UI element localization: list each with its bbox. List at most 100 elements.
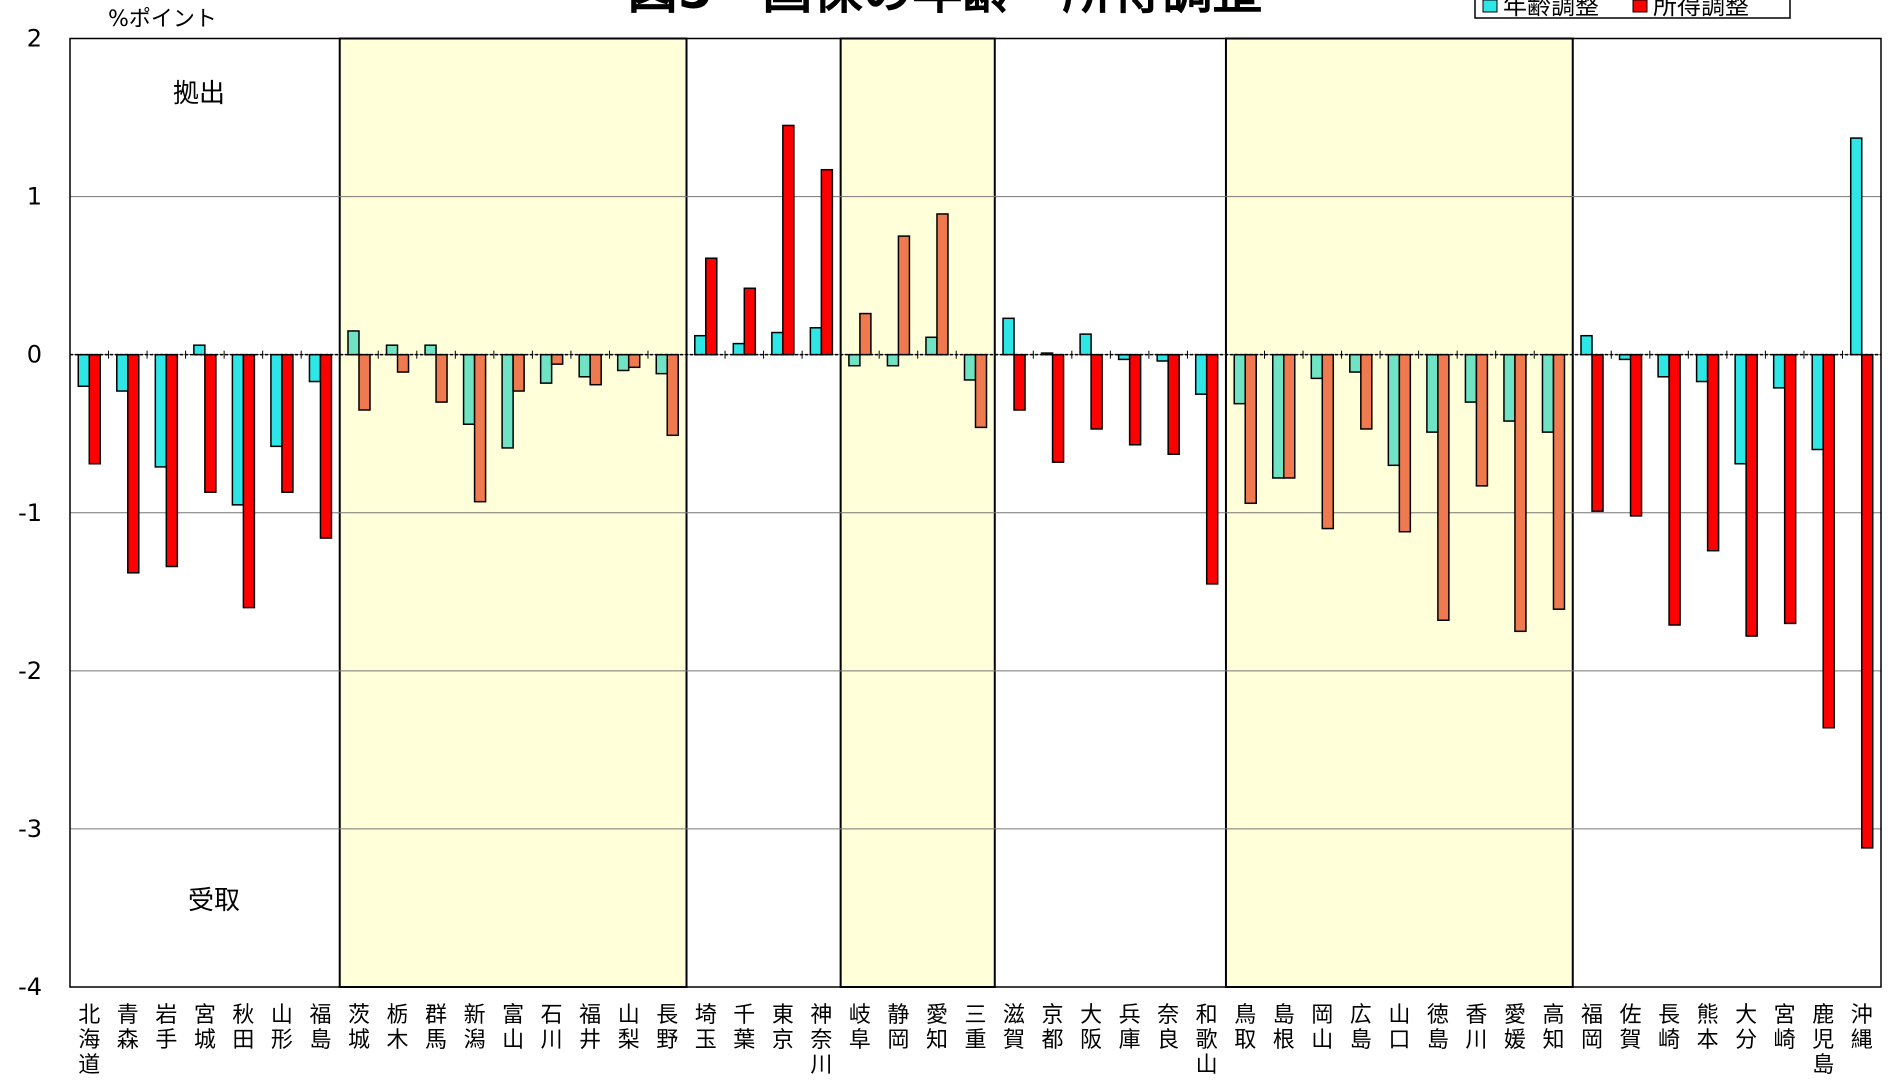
x-tick-label: 愛知 [926, 1003, 948, 1053]
bar [1233, 353, 1246, 405]
x-tick-label: 滋賀 [1003, 1003, 1025, 1053]
bar [1591, 353, 1604, 512]
y-tick-label: -4 [18, 973, 42, 1001]
x-tick-label: 群馬 [425, 1003, 447, 1053]
bar [1310, 353, 1324, 380]
bar [270, 353, 283, 448]
bar [1552, 353, 1566, 610]
legend-swatch [1632, 0, 1648, 13]
bar [809, 327, 823, 356]
bar [1349, 353, 1362, 373]
bar [231, 353, 245, 506]
x-tick-label: 三重 [964, 1003, 986, 1053]
x-tick-label: 岡山 [1311, 1003, 1333, 1053]
x-tick-label: 長崎 [1658, 1003, 1680, 1053]
bar [1657, 353, 1670, 378]
bar [1860, 353, 1874, 849]
x-tick-label: 山形 [271, 1003, 293, 1053]
bar [1426, 353, 1439, 433]
x-tick-label: 青森 [117, 1003, 139, 1053]
bar [1734, 353, 1747, 465]
bar [396, 353, 410, 373]
x-tick-label: 秋田 [232, 1003, 254, 1053]
bar [859, 312, 872, 356]
y-tick-label: 2 [27, 25, 42, 53]
x-tick-label: 山梨 [618, 1003, 640, 1053]
bar [1783, 353, 1797, 625]
bar [771, 331, 784, 356]
x-tick-label: 岐阜 [849, 1003, 871, 1053]
x-tick-label: 石川 [541, 1003, 563, 1053]
bar [308, 353, 322, 383]
bar [512, 353, 525, 392]
bar [1002, 317, 1015, 356]
bar [1387, 353, 1401, 467]
bar [550, 353, 564, 365]
bar [897, 235, 911, 356]
x-tick-label: 宮城 [194, 1003, 216, 1053]
x-tick-label: 奈良 [1157, 1003, 1179, 1053]
x-tick-label: 大分 [1735, 1003, 1757, 1053]
bar [1822, 353, 1835, 729]
x-tick-label: 東京 [772, 1003, 794, 1053]
bar [1360, 353, 1373, 430]
x-tick-label: 沖縄 [1851, 1003, 1873, 1053]
bar [281, 353, 294, 493]
y-tick-label: 1 [27, 183, 42, 211]
bar [1514, 353, 1527, 633]
x-tick-label: 新潟 [464, 1003, 486, 1053]
bar [77, 353, 91, 388]
x-tick-label: 茨城 [348, 1003, 370, 1053]
legend-label: 所得調整 [1653, 0, 1749, 20]
chart-title: 図5 国保の年齢・所得調整 [628, 0, 1263, 20]
y-tick-label: -1 [18, 499, 42, 527]
bar [1745, 353, 1758, 637]
bar [1668, 353, 1681, 626]
bar [820, 168, 834, 356]
bar [1167, 353, 1180, 456]
bar [925, 336, 938, 356]
bar [1629, 353, 1643, 517]
bar [1475, 353, 1489, 487]
bar [1541, 353, 1555, 433]
legend-swatch [1482, 0, 1498, 13]
bar [1580, 334, 1593, 356]
bar [127, 353, 140, 574]
x-tick-label: 埼玉 [695, 1003, 717, 1053]
x-tick-label: 島根 [1273, 1003, 1295, 1053]
bar [424, 344, 437, 356]
x-tick-label: 徳島 [1427, 1003, 1449, 1053]
bar [1283, 353, 1296, 479]
x-tick-label: 福岡 [1581, 1003, 1603, 1053]
x-tick-label: 京都 [1042, 1003, 1064, 1053]
bar [743, 287, 757, 356]
bar [116, 353, 129, 392]
bar [358, 353, 371, 411]
x-tick-label: 佐賀 [1620, 1003, 1642, 1053]
x-tick-label: 北海道 [78, 1003, 100, 1078]
bar [1321, 353, 1335, 530]
bar [1464, 353, 1478, 403]
bar [1503, 353, 1516, 422]
bar [501, 353, 514, 449]
bar [435, 353, 448, 403]
bar [1437, 353, 1450, 621]
bar [462, 353, 476, 425]
x-tick-label: 神奈川 [810, 1003, 832, 1078]
x-tick-label: 鳥取 [1234, 1003, 1256, 1053]
x-tick-label: 和歌山 [1196, 1003, 1218, 1078]
bar [242, 353, 256, 609]
legend-label: 年齢調整 [1503, 0, 1599, 20]
x-tick-label: 長野 [656, 1003, 678, 1053]
bar [1079, 333, 1092, 356]
x-tick-label: 福井 [579, 1003, 601, 1053]
y-unit: %ポイント [108, 7, 217, 32]
x-tick-label: 宮崎 [1774, 1003, 1796, 1053]
x-tick-label: 千葉 [733, 1003, 755, 1053]
bar [1128, 353, 1142, 446]
bar [616, 353, 630, 372]
annotation: 受取 [188, 886, 240, 916]
bar [347, 330, 360, 356]
x-tick-label: 大阪 [1080, 1003, 1102, 1053]
